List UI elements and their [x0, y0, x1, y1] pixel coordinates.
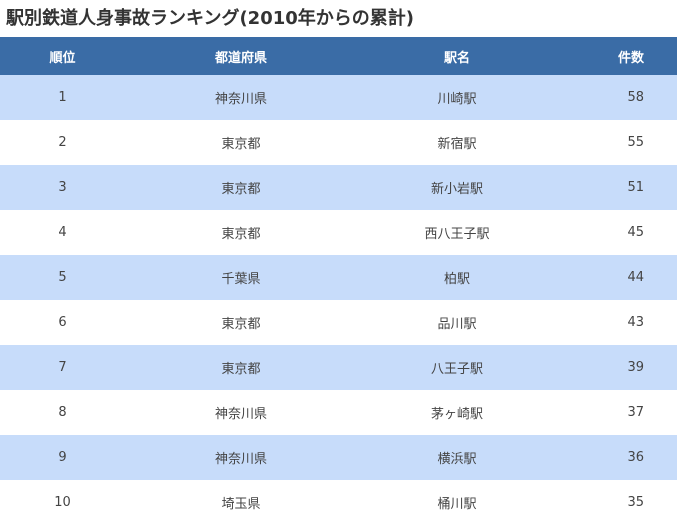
cell-prefecture: 東京都: [125, 210, 357, 255]
cell-rank: 2: [0, 120, 125, 165]
cell-count: 39: [557, 345, 677, 390]
cell-count: 51: [557, 165, 677, 210]
table-row: 8 神奈川県 茅ヶ崎駅 37: [0, 390, 677, 435]
cell-count: 44: [557, 255, 677, 300]
table-row: 4 東京都 西八王子駅 45: [0, 210, 677, 255]
cell-count: 35: [557, 480, 677, 525]
cell-station: 桶川駅: [357, 480, 557, 525]
cell-prefecture: 千葉県: [125, 255, 357, 300]
table-row: 9 神奈川県 横浜駅 36: [0, 435, 677, 480]
header-count: 件数: [557, 37, 677, 75]
table-row: 3 東京都 新小岩駅 51: [0, 165, 677, 210]
cell-prefecture: 埼玉県: [125, 480, 357, 525]
cell-station: 新宿駅: [357, 120, 557, 165]
cell-prefecture: 東京都: [125, 300, 357, 345]
cell-count: 36: [557, 435, 677, 480]
cell-count: 45: [557, 210, 677, 255]
cell-prefecture: 神奈川県: [125, 435, 357, 480]
cell-rank: 8: [0, 390, 125, 435]
cell-rank: 4: [0, 210, 125, 255]
cell-prefecture: 神奈川県: [125, 390, 357, 435]
table-row: 7 東京都 八王子駅 39: [0, 345, 677, 390]
table-header-row: 順位 都道府県 駅名 件数: [0, 37, 677, 75]
table-row: 1 神奈川県 川崎駅 58: [0, 75, 677, 120]
cell-station: 新小岩駅: [357, 165, 557, 210]
cell-rank: 6: [0, 300, 125, 345]
cell-station: 柏駅: [357, 255, 557, 300]
cell-count: 55: [557, 120, 677, 165]
cell-rank: 9: [0, 435, 125, 480]
cell-rank: 7: [0, 345, 125, 390]
cell-station: 横浜駅: [357, 435, 557, 480]
cell-rank: 10: [0, 480, 125, 525]
page-title: 駅別鉄道人身事故ランキング(2010年からの累計): [6, 8, 415, 29]
cell-station: 八王子駅: [357, 345, 557, 390]
header-rank: 順位: [0, 37, 125, 75]
table-row: 5 千葉県 柏駅 44: [0, 255, 677, 300]
table-row: 2 東京都 新宿駅 55: [0, 120, 677, 165]
cell-station: 茅ヶ崎駅: [357, 390, 557, 435]
header-station: 駅名: [357, 37, 557, 75]
table-row: 10 埼玉県 桶川駅 35: [0, 480, 677, 525]
table-row: 6 東京都 品川駅 43: [0, 300, 677, 345]
cell-count: 37: [557, 390, 677, 435]
cell-station: 川崎駅: [357, 75, 557, 120]
cell-rank: 1: [0, 75, 125, 120]
cell-prefecture: 東京都: [125, 165, 357, 210]
header-prefecture: 都道府県: [125, 37, 357, 75]
cell-rank: 5: [0, 255, 125, 300]
cell-station: 西八王子駅: [357, 210, 557, 255]
cell-station: 品川駅: [357, 300, 557, 345]
cell-prefecture: 東京都: [125, 120, 357, 165]
ranking-table: 順位 都道府県 駅名 件数 1 神奈川県 川崎駅 58 2 東京都 新宿駅 55…: [0, 37, 677, 525]
cell-prefecture: 神奈川県: [125, 75, 357, 120]
cell-rank: 3: [0, 165, 125, 210]
cell-count: 43: [557, 300, 677, 345]
cell-prefecture: 東京都: [125, 345, 357, 390]
cell-count: 58: [557, 75, 677, 120]
